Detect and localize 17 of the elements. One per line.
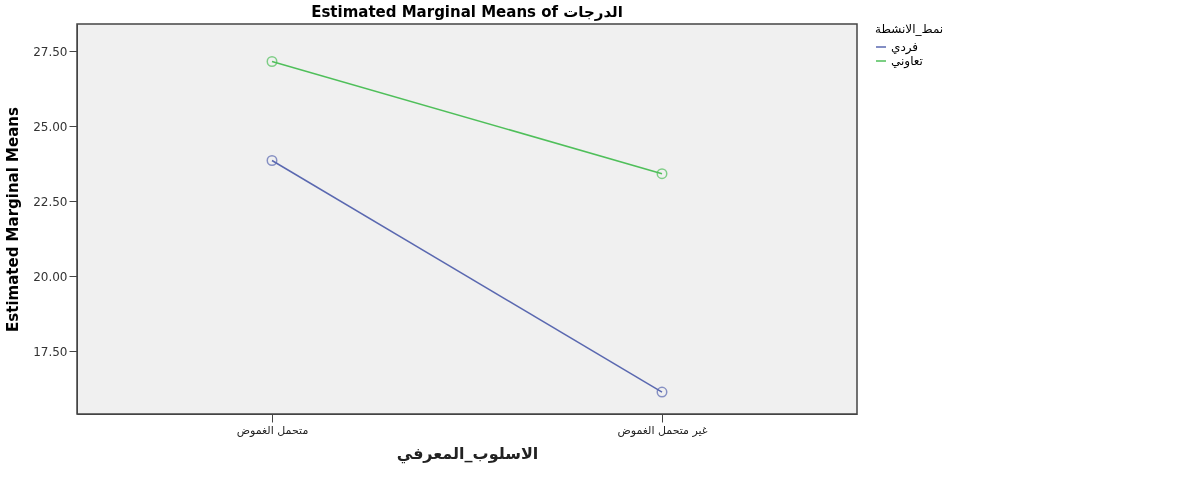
legend-label: تعاوني <box>891 54 923 69</box>
x-tick-label: متحمل الغموض <box>236 423 309 437</box>
point <box>656 386 668 398</box>
chart-title: Estimated Marginal Means of الدرجات <box>311 3 623 21</box>
point <box>266 155 278 166</box>
legend-label: فردي <box>891 40 919 55</box>
point <box>266 56 278 67</box>
y-axis-title: Estimated Marginal Means <box>4 107 23 332</box>
y-tick-label: 27.50 <box>33 44 68 59</box>
y-tick-label: 22.50 <box>33 194 68 209</box>
y-tick-label: 17.50 <box>33 344 68 359</box>
x-axis-title: الاسلوب_المعرفي <box>396 443 539 464</box>
x-tick-label: غير متحمل الغموض <box>617 423 708 437</box>
y-tick-label: 25.00 <box>33 119 68 134</box>
legend-title: نمط_الانشطة <box>875 22 944 36</box>
point <box>656 168 668 180</box>
y-tick-label: 20.00 <box>33 269 68 284</box>
